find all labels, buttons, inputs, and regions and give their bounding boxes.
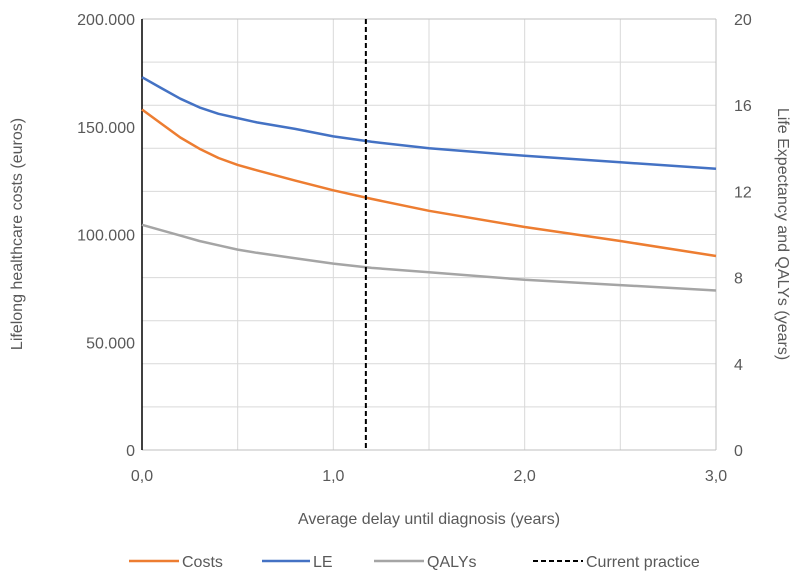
y-right-tick-label: 20 (734, 12, 752, 29)
grid (142, 19, 716, 450)
legend-label-qalys: QALYs (427, 554, 477, 571)
series-line-le (141, 76, 717, 171)
y-axis-title-left: Lifelong healthcare costs (euros) (9, 118, 26, 350)
series-line-costs (141, 108, 717, 258)
y-axis-title-right: Life Expectancy and QALYs (years) (774, 108, 791, 360)
legend-label-current-practice: Current practice (586, 554, 700, 571)
legend-label-costs: Costs (182, 554, 223, 571)
tick-labels: 0,0 1,0 2,0 3,0 0 50.000 100.000 150.000 200.000… (77, 12, 752, 485)
x-tick-label: 2,0 (514, 468, 536, 485)
y-left-tick-label: 200.000 (77, 12, 135, 29)
y-right-tick-label: 0 (734, 443, 743, 460)
axes (141, 18, 717, 451)
x-tick-label: 0,0 (131, 468, 153, 485)
x-axis-title: Average delay until diagnosis (years) (298, 511, 560, 528)
y-left-tick-label: 0 (126, 443, 135, 460)
x-tick-label: 1,0 (322, 468, 344, 485)
y-left-tick-label: 150.000 (77, 120, 135, 137)
y-left-tick-label: 100.000 (77, 228, 135, 245)
series-lines (141, 19, 717, 450)
y-right-tick-label: 12 (734, 184, 752, 201)
x-tick-label: 3,0 (705, 468, 727, 485)
y-left-tick-label: 50.000 (86, 335, 135, 352)
series-line-qalys (141, 223, 717, 292)
y-right-tick-label: 16 (734, 98, 752, 115)
legend-label-le: LE (313, 554, 333, 571)
legend: Costs LE QALYs Current practice (129, 554, 700, 571)
y-right-tick-label: 4 (734, 357, 743, 374)
y-right-tick-label: 8 (734, 271, 743, 288)
